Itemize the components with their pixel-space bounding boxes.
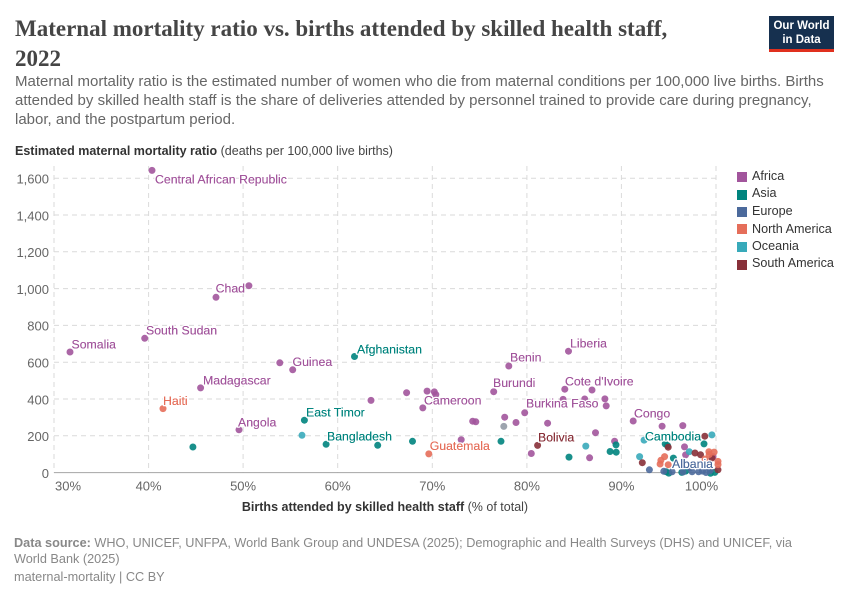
svg-text:100%: 100% <box>685 479 719 494</box>
svg-text:200: 200 <box>27 429 49 444</box>
svg-text:Guatemala: Guatemala <box>430 439 490 453</box>
svg-text:Angola: Angola <box>238 416 276 430</box>
svg-text:Afghanistan: Afghanistan <box>357 343 422 357</box>
svg-text:40%: 40% <box>136 479 162 494</box>
svg-text:Cameroon: Cameroon <box>424 394 482 408</box>
svg-text:Chad: Chad <box>216 282 246 296</box>
svg-text:Congo: Congo <box>634 407 670 421</box>
svg-text:Cameroon: Cameroon <box>424 394 482 408</box>
svg-text:400: 400 <box>27 392 49 407</box>
svg-text:Chad: Chad <box>216 282 246 296</box>
svg-text:Afghanistan: Afghanistan <box>357 343 422 357</box>
svg-text:Albania: Albania <box>672 457 713 471</box>
svg-text:600: 600 <box>27 356 49 371</box>
svg-text:Madagascar: Madagascar <box>203 374 271 388</box>
svg-text:Central African Republic: Central African Republic <box>155 173 287 187</box>
svg-text:0: 0 <box>42 466 49 481</box>
svg-text:1,200: 1,200 <box>16 245 49 260</box>
svg-text:Bangladesh: Bangladesh <box>327 430 392 444</box>
svg-text:80%: 80% <box>514 479 540 494</box>
svg-text:70%: 70% <box>419 479 445 494</box>
svg-text:Burundi: Burundi <box>493 376 535 390</box>
svg-text:Haiti: Haiti <box>163 394 188 408</box>
svg-text:50%: 50% <box>230 479 256 494</box>
svg-text:Madagascar: Madagascar <box>203 374 271 388</box>
svg-text:Guinea: Guinea <box>293 355 333 369</box>
svg-text:Somalia: Somalia <box>72 338 117 352</box>
svg-text:Guinea: Guinea <box>293 355 333 369</box>
svg-text:Cambodia: Cambodia <box>645 430 701 444</box>
svg-text:Angola: Angola <box>238 416 276 430</box>
svg-text:1,000: 1,000 <box>16 282 49 297</box>
svg-text:800: 800 <box>27 319 49 334</box>
svg-text:Burkina Faso: Burkina Faso <box>526 397 599 411</box>
svg-text:Somalia: Somalia <box>72 338 117 352</box>
svg-text:Liberia: Liberia <box>570 337 607 351</box>
svg-text:Albania: Albania <box>672 457 713 471</box>
svg-text:30%: 30% <box>55 479 81 494</box>
svg-text:Liberia: Liberia <box>570 337 607 351</box>
svg-text:Burundi: Burundi <box>493 376 535 390</box>
svg-text:East Timor: East Timor <box>306 406 365 420</box>
svg-text:Bolivia: Bolivia <box>538 431 574 445</box>
svg-text:Guatemala: Guatemala <box>430 439 490 453</box>
svg-text:South Sudan: South Sudan <box>146 324 217 338</box>
svg-text:60%: 60% <box>325 479 351 494</box>
svg-text:1,400: 1,400 <box>16 208 49 223</box>
svg-text:Burkina Faso: Burkina Faso <box>526 397 599 411</box>
svg-text:Congo: Congo <box>634 407 670 421</box>
svg-text:Central African Republic: Central African Republic <box>155 173 287 187</box>
svg-text:South Sudan: South Sudan <box>146 324 217 338</box>
svg-text:Benin: Benin <box>510 351 542 365</box>
svg-text:1,600: 1,600 <box>16 172 49 187</box>
svg-text:East Timor: East Timor <box>306 406 365 420</box>
svg-text:Cambodia: Cambodia <box>645 430 701 444</box>
svg-text:Bangladesh: Bangladesh <box>327 430 392 444</box>
svg-text:Bolivia: Bolivia <box>538 431 574 445</box>
svg-text:90%: 90% <box>608 479 634 494</box>
svg-text:Benin: Benin <box>510 351 542 365</box>
svg-text:Cote d'Ivoire: Cote d'Ivoire <box>565 375 634 389</box>
svg-text:Haiti: Haiti <box>163 394 188 408</box>
svg-text:Cote d'Ivoire: Cote d'Ivoire <box>565 375 634 389</box>
